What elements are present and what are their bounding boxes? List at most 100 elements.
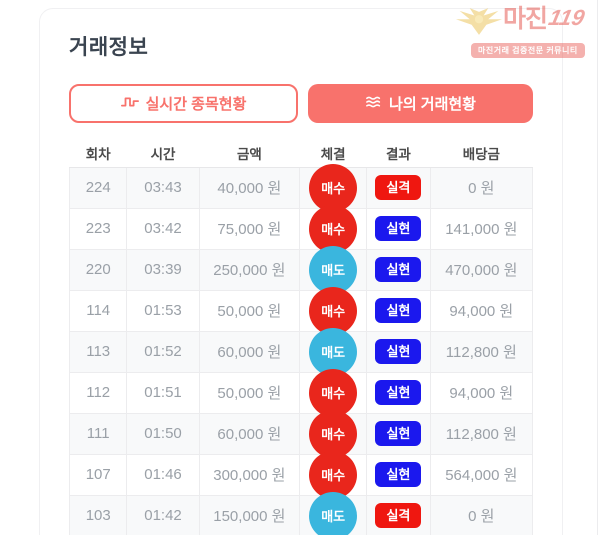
result-cell: 실현: [366, 330, 431, 373]
table-row: 114 01:53 50,000 원 매수 실현 94,000 원: [68, 286, 534, 335]
result-cell: 실현: [366, 289, 431, 332]
payout-cell: 0 원: [429, 166, 534, 209]
table-row: 107 01:46 300,000 원 매수 실현 564,000 원: [68, 450, 534, 499]
side-cell: 매수: [299, 286, 368, 335]
side-cell: 매수: [299, 368, 368, 417]
time-cell: 01:52: [126, 330, 200, 373]
payout-cell: 94,000 원: [429, 289, 534, 332]
buy-sell-badge: 매수: [309, 368, 358, 417]
my-trades-button[interactable]: 나의 거래현황: [308, 84, 533, 123]
side-cell: 매수: [299, 450, 368, 499]
amount-cell: 40,000 원: [198, 166, 301, 209]
result-badge: 실현: [375, 339, 422, 364]
table-row: 103 01:42 150,000 원 매도 실격 0 원: [68, 491, 534, 535]
amount-cell: 150,000 원: [198, 494, 301, 535]
action-button-row: 실시간 종목현황 나의 거래현황: [69, 84, 533, 123]
payout-cell: 112,800 원: [429, 330, 534, 373]
realtime-stocks-button[interactable]: 실시간 종목현황: [69, 84, 298, 123]
result-badge: 실현: [375, 298, 422, 323]
table-row: 220 03:39 250,000 원 매도 실현 470,000 원: [68, 245, 534, 294]
table-body: 224 03:43 40,000 원 매수 실격 0 원 223: [68, 163, 534, 535]
side-cell: 매수: [299, 204, 368, 253]
realtime-stocks-label: 실시간 종목현황: [145, 96, 247, 113]
trade-info-panel: 거래정보 실시간 종목현황 나의 거래현황: [39, 8, 563, 535]
buy-sell-badge: 매수: [309, 286, 358, 335]
time-cell: 01:46: [126, 453, 200, 496]
result-cell: 실격: [366, 494, 431, 535]
page-title: 거래정보: [69, 36, 149, 59]
result-cell: 실현: [366, 371, 431, 414]
result-badge: 실현: [375, 216, 422, 241]
time-cell: 01:42: [126, 494, 200, 535]
amount-cell: 250,000 원: [198, 248, 301, 291]
round-cell: 114: [68, 289, 128, 332]
amount-cell: 300,000 원: [198, 453, 301, 496]
round-cell: 111: [68, 412, 128, 455]
result-badge: 실격: [375, 503, 422, 528]
pulse-icon: [120, 95, 139, 113]
time-cell: 03:39: [126, 248, 200, 291]
time-cell: 03:42: [126, 207, 200, 250]
result-badge: 실격: [375, 175, 422, 200]
round-cell: 223: [68, 207, 128, 250]
amount-cell: 50,000 원: [198, 371, 301, 414]
result-badge: 실현: [375, 257, 422, 282]
table-row: 113 01:52 60,000 원 매도 실현 112,800 원: [68, 327, 534, 376]
buy-sell-badge: 매수: [309, 204, 358, 253]
time-cell: 01:50: [126, 412, 200, 455]
result-cell: 실현: [366, 412, 431, 455]
time-cell: 01:51: [126, 371, 200, 414]
header-result: 결과: [366, 139, 431, 168]
table-row: 112 01:51 50,000 원 매수 실현 94,000 원: [68, 368, 534, 417]
side-cell: 매수: [299, 163, 368, 212]
payout-cell: 94,000 원: [429, 371, 534, 414]
payout-cell: 0 원: [429, 494, 534, 535]
wavy-list-icon: [365, 95, 382, 113]
buy-sell-badge: 매도: [309, 491, 358, 535]
round-cell: 112: [68, 371, 128, 414]
table-row: 224 03:43 40,000 원 매수 실격 0 원: [68, 163, 534, 212]
buy-sell-badge: 매도: [309, 327, 358, 376]
header-side: 체결: [299, 139, 367, 168]
amount-cell: 50,000 원: [198, 289, 301, 332]
buy-sell-badge: 매수: [309, 450, 358, 499]
result-cell: 실현: [366, 248, 431, 291]
side-cell: 매도: [299, 491, 368, 535]
payout-cell: 112,800 원: [429, 412, 534, 455]
my-trades-label: 나의 거래현황: [389, 96, 476, 113]
result-badge: 실현: [375, 421, 422, 446]
buy-sell-badge: 매수: [309, 409, 358, 458]
result-cell: 실격: [366, 166, 431, 209]
round-cell: 220: [68, 248, 128, 291]
amount-cell: 75,000 원: [198, 207, 301, 250]
trade-table-container: 회차 시간 금액 체결 결과 배당금 224 03:43 40,000 원: [68, 139, 534, 535]
table-row: 111 01:50 60,000 원 매수 실현 112,800 원: [68, 409, 534, 458]
header-payout: 배당금: [430, 139, 533, 168]
payout-cell: 564,000 원: [429, 453, 534, 496]
result-badge: 실현: [375, 380, 422, 405]
header-amount: 금액: [199, 139, 300, 168]
side-cell: 매도: [299, 327, 368, 376]
table-header-row: 회차 시간 금액 체결 결과 배당금: [69, 139, 533, 168]
trade-history-table: 회차 시간 금액 체결 결과 배당금 224 03:43 40,000 원: [68, 139, 534, 535]
round-cell: 224: [68, 166, 128, 209]
time-cell: 01:53: [126, 289, 200, 332]
time-cell: 03:43: [126, 166, 200, 209]
result-cell: 실현: [366, 453, 431, 496]
viewport-right-edge: [597, 0, 598, 535]
amount-cell: 60,000 원: [198, 330, 301, 373]
round-cell: 107: [68, 453, 128, 496]
table-row: 223 03:42 75,000 원 매수 실현 141,000 원: [68, 204, 534, 253]
buy-sell-badge: 매수: [309, 163, 358, 212]
payout-cell: 141,000 원: [429, 207, 534, 250]
side-cell: 매도: [299, 245, 368, 294]
round-cell: 103: [68, 494, 128, 535]
result-cell: 실현: [366, 207, 431, 250]
buy-sell-badge: 매도: [309, 245, 358, 294]
round-cell: 113: [68, 330, 128, 373]
side-cell: 매수: [299, 409, 368, 458]
header-time: 시간: [126, 139, 200, 168]
result-badge: 실현: [375, 462, 422, 487]
amount-cell: 60,000 원: [198, 412, 301, 455]
header-round: 회차: [69, 139, 127, 168]
